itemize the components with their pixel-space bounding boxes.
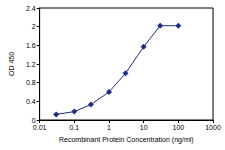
svg-text:1: 1 xyxy=(107,124,111,131)
svg-text:Recombinant Protein Concentrat: Recombinant Protein Concentration (ng/ml… xyxy=(59,136,194,144)
svg-text:100: 100 xyxy=(172,124,184,131)
svg-text:0.4: 0.4 xyxy=(26,98,36,105)
svg-text:0.01: 0.01 xyxy=(33,124,47,131)
svg-text:OD 450: OD 450 xyxy=(8,52,15,76)
svg-text:2.4: 2.4 xyxy=(26,5,36,12)
svg-text:10: 10 xyxy=(140,124,148,131)
svg-text:0.1: 0.1 xyxy=(69,124,79,131)
svg-text:2: 2 xyxy=(32,23,36,30)
svg-text:1.6: 1.6 xyxy=(26,42,36,49)
svg-text:1.2: 1.2 xyxy=(26,61,36,68)
svg-text:0: 0 xyxy=(32,117,36,124)
svg-text:1000: 1000 xyxy=(205,124,221,131)
svg-text:0.8: 0.8 xyxy=(26,79,36,86)
